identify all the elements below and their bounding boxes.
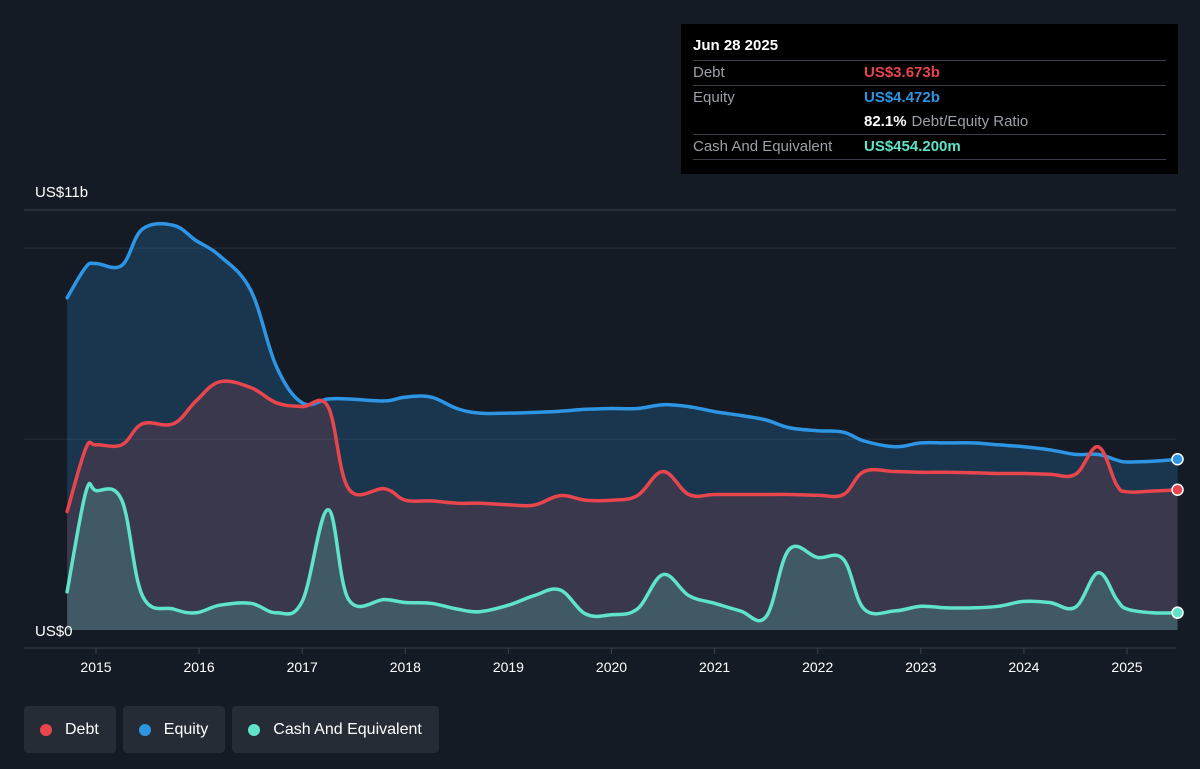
legend-item-debt[interactable]: Debt [24, 706, 116, 753]
tooltip-row-equity: Equity US$4.472b [693, 85, 1166, 110]
line-debt [65, 379, 1180, 514]
chart-legend: Debt Equity Cash And Equivalent [24, 706, 439, 753]
tooltip-equity-label: Equity [693, 89, 735, 106]
tooltip-row-ratio: 82.1% Debt/Equity Ratio [693, 110, 1166, 134]
legend-debt-label: Debt [65, 720, 99, 738]
area-debt [67, 381, 1178, 630]
y-axis-top-label: US$11b [35, 184, 88, 201]
tooltip-row-debt: Debt US$3.673b [693, 60, 1166, 85]
end-marker-debt [1171, 483, 1184, 497]
legend-cash-label: Cash And Equivalent [273, 720, 422, 738]
legend-cash-dot-icon [248, 723, 261, 736]
x-tick-label: 2018 [390, 659, 421, 675]
legend-item-equity[interactable]: Equity [122, 706, 226, 753]
x-tick-label: 2025 [1111, 659, 1142, 675]
x-tick-label: 2020 [596, 659, 627, 675]
tooltip-debt-value: US$3.673b [864, 64, 940, 81]
chart-grid [24, 209, 1176, 649]
tooltip-cash-value: US$454.200m [864, 138, 961, 155]
tooltip-panel: Jun 28 2025 Debt US$3.673b Equity US$4.4… [681, 24, 1178, 174]
end-marker-equity [1171, 453, 1184, 466]
x-tick-label: 2019 [493, 659, 524, 675]
tooltip-debt-label: Debt [693, 64, 725, 81]
line-cash-and-equivalent [65, 481, 1180, 623]
chart-end-markers [1171, 453, 1184, 619]
x-tick-label: 2017 [287, 659, 318, 675]
x-tick-label: 2023 [905, 659, 936, 675]
tooltip-ratio-label: Debt/Equity Ratio [911, 113, 1029, 130]
x-tick-label: 2024 [1008, 659, 1039, 675]
x-tick-label: 2016 [184, 659, 215, 675]
area-equity [67, 223, 1178, 630]
x-tick-label: 2021 [699, 659, 730, 675]
tooltip-date: Jun 28 2025 [693, 37, 779, 54]
tooltip-equity-value: US$4.472b [864, 89, 940, 106]
legend-equity-dot-icon [138, 723, 151, 736]
tooltip-ratio-value: 82.1% [864, 113, 907, 130]
x-tick-label: 2022 [802, 659, 833, 675]
chart-areas [67, 223, 1178, 630]
end-marker-cash-and-equivalent [1171, 606, 1184, 619]
tooltip-row-cash: Cash And Equivalent US$454.200m [693, 134, 1166, 160]
x-axis-ticks: 2015 2016 2017 2018 2019 2020 2021 2022 2023 2024… [80, 648, 1143, 675]
legend-item-cash[interactable]: Cash And Equivalent [232, 706, 439, 753]
x-tick-label: 2015 [80, 659, 111, 675]
tooltip-cash-label: Cash And Equivalent [693, 138, 833, 155]
legend-equity-label: Equity [163, 720, 209, 738]
y-axis-bottom-label: US$0 [35, 623, 73, 640]
chart-lines [65, 221, 1180, 623]
legend-debt-dot-icon [40, 723, 52, 736]
line-equity [65, 221, 1180, 464]
